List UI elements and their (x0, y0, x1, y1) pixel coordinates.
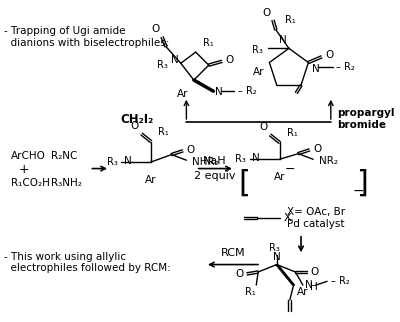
Text: R₃NH₂: R₃NH₂ (51, 178, 82, 188)
Text: Ar: Ar (297, 287, 309, 297)
Text: – R₂: – R₂ (238, 86, 256, 96)
Text: +: + (19, 163, 29, 176)
Text: O: O (325, 50, 334, 60)
Text: −: − (352, 184, 364, 197)
Text: N: N (273, 252, 281, 262)
Text: O: O (259, 122, 268, 132)
Text: NR₂: NR₂ (319, 156, 338, 166)
Text: R₂NC: R₂NC (51, 150, 78, 161)
Text: O: O (186, 145, 195, 155)
Text: R₁: R₁ (245, 287, 256, 297)
Text: Pd catalyst: Pd catalyst (287, 220, 344, 230)
Text: R₁CO₂H: R₁CO₂H (11, 178, 50, 188)
Text: N: N (252, 153, 260, 163)
Text: O: O (313, 144, 321, 154)
Text: Ar: Ar (253, 67, 265, 77)
Text: O: O (226, 54, 234, 64)
Text: R₃: R₃ (270, 243, 280, 253)
Text: R₃: R₃ (106, 157, 118, 167)
Text: 2 equiv: 2 equiv (194, 171, 235, 181)
Text: NaH: NaH (202, 156, 226, 166)
Text: RCM: RCM (221, 248, 245, 258)
Text: [: [ (238, 169, 250, 198)
Text: N: N (279, 35, 287, 45)
Text: ArCHO: ArCHO (11, 150, 46, 161)
Text: O: O (262, 8, 270, 18)
Text: N: N (171, 55, 179, 65)
Text: N: N (312, 64, 320, 74)
Text: – R₂: – R₂ (336, 62, 355, 72)
Text: X= OAc, Br: X= OAc, Br (287, 207, 345, 217)
Text: N: N (124, 156, 131, 166)
Text: R₁: R₁ (287, 128, 298, 138)
Text: - Trapping of Ugi amide
  dianions with biselectrophiles:: - Trapping of Ugi amide dianions with bi… (4, 26, 169, 48)
Text: H: H (310, 282, 318, 292)
Text: R₁: R₁ (158, 127, 169, 137)
Text: - This work using allylic
  electrophiles followed by RCM:: - This work using allylic electrophiles … (4, 251, 170, 273)
Text: NHR₂: NHR₂ (192, 157, 219, 167)
Text: R₁: R₁ (203, 38, 214, 48)
Text: R₁: R₁ (285, 15, 296, 25)
Text: CH₂I₂: CH₂I₂ (120, 113, 154, 126)
Text: O: O (151, 24, 159, 34)
Text: X: X (283, 213, 291, 223)
Text: O: O (131, 121, 139, 131)
Text: R₃: R₃ (252, 45, 263, 55)
Text: N: N (215, 87, 223, 97)
Text: ]: ] (356, 169, 368, 198)
Text: O: O (235, 269, 243, 279)
Text: Ar: Ar (145, 175, 157, 185)
Text: O: O (310, 267, 318, 277)
Text: – R₂: – R₂ (331, 276, 350, 286)
Text: R₃: R₃ (157, 60, 168, 70)
Text: Ar: Ar (177, 90, 188, 99)
Text: Ar: Ar (274, 172, 285, 182)
Text: −: − (284, 163, 295, 176)
Text: R₃: R₃ (235, 154, 246, 164)
Text: N: N (305, 280, 312, 290)
Text: propargyl
bromide: propargyl bromide (337, 109, 395, 130)
